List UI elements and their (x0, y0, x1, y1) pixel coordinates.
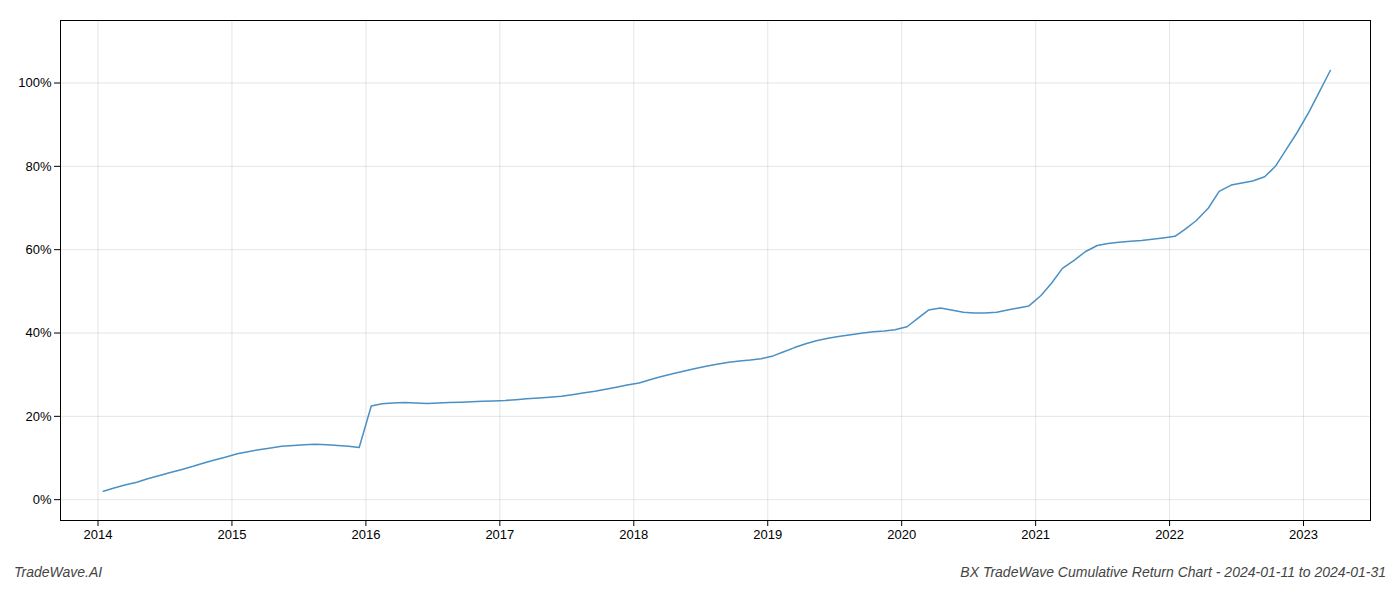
svg-text:20%: 20% (25, 408, 51, 423)
svg-text:60%: 60% (25, 242, 51, 257)
svg-text:2015: 2015 (217, 527, 246, 542)
svg-text:2021: 2021 (1021, 527, 1050, 542)
svg-text:2018: 2018 (619, 527, 648, 542)
svg-text:2014: 2014 (84, 527, 113, 542)
svg-text:2020: 2020 (887, 527, 916, 542)
svg-text:40%: 40% (25, 325, 51, 340)
svg-text:2016: 2016 (351, 527, 380, 542)
svg-text:2022: 2022 (1155, 527, 1184, 542)
svg-text:2019: 2019 (753, 527, 782, 542)
svg-text:2017: 2017 (485, 527, 514, 542)
html-text:TradeWave.AI: TradeWave.AI (14, 564, 103, 580)
svg-text:80%: 80% (25, 158, 51, 173)
svg-text:100%: 100% (18, 75, 52, 90)
svg-text:2023: 2023 (1289, 527, 1318, 542)
html-text:BX TradeWave Cumulative Return: BX TradeWave Cumulative Return Chart - 2… (960, 564, 1386, 580)
svg-text:0%: 0% (33, 492, 52, 507)
